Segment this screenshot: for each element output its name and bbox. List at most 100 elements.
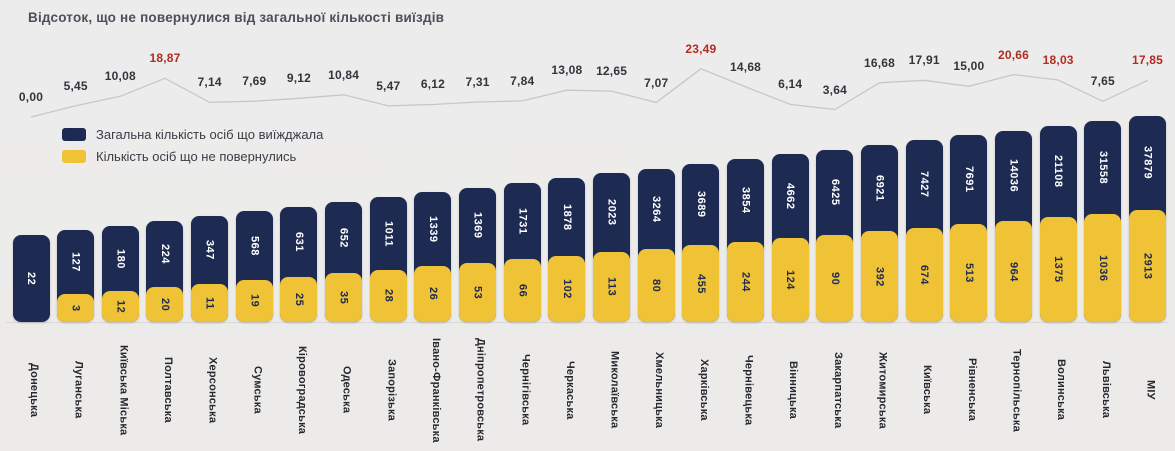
- bar-returned-value: 35: [337, 290, 350, 305]
- chart-title: Відсоток, що не повернулися від загально…: [28, 10, 445, 25]
- bar-total-value: 6921: [873, 174, 886, 202]
- bar-total: 31558 1036: [1084, 121, 1122, 322]
- percent-label: 10,08: [104, 69, 136, 84]
- percent-label: 5,45: [63, 78, 88, 93]
- bar-total: 7427 674: [905, 140, 943, 322]
- bar-returned-segment: 513: [950, 224, 988, 322]
- bar-total-value: 21108: [1052, 155, 1065, 188]
- bar-total: 568 19: [235, 211, 273, 322]
- bar-returned-segment: 19: [235, 280, 273, 322]
- x-axis-label: Івано-Франківська: [429, 337, 442, 443]
- bar-returned-segment: 674: [905, 228, 943, 322]
- bar-returned-value: 124: [784, 270, 797, 290]
- percent-label: 0,00: [18, 90, 44, 104]
- bar-returned-segment: 12: [101, 291, 139, 322]
- bar-total: 22: [12, 235, 50, 322]
- x-axis-label: Закарпатська: [831, 351, 844, 429]
- bar-returned-segment: 80: [637, 249, 675, 322]
- percent-label: 6,14: [778, 77, 803, 92]
- bar-returned-value: 80: [650, 278, 663, 293]
- x-axis-label: Дніпропетровська: [474, 338, 487, 442]
- bar-total-value: 1878: [560, 203, 573, 231]
- x-axis-line: [6, 322, 1169, 323]
- percent-label: 7,31: [465, 75, 490, 89]
- bar-returned-segment: 28: [369, 270, 407, 322]
- x-axis-label: Миколаївська: [608, 351, 621, 429]
- bar-total: 3689 455: [682, 164, 720, 322]
- bar-returned-segment: 66: [503, 259, 541, 322]
- bar-total: 6425 90: [816, 150, 854, 322]
- bar-total-value: 31558: [1096, 150, 1109, 185]
- bar-returned-value: 674: [918, 265, 931, 285]
- bar-total: 4662 124: [771, 154, 809, 322]
- x-axis-label: Чернівецька: [742, 354, 755, 426]
- bar-returned-segment: 53: [459, 263, 497, 322]
- percent-label: 7,84: [510, 73, 535, 88]
- percent-label: 5,47: [376, 78, 401, 93]
- bar-total-value: 14036: [1007, 159, 1020, 193]
- percent-label: 23,49: [685, 41, 717, 56]
- percent-label: 20,66: [998, 47, 1030, 62]
- bar-returned-value: 392: [873, 266, 886, 287]
- x-axis-label: Черкаська: [563, 360, 576, 420]
- bar-total: 14036 964: [995, 131, 1033, 322]
- percent-label: 3,64: [822, 82, 847, 97]
- x-axis-label: Запорізька: [385, 358, 398, 421]
- bar-total: 6921 392: [861, 145, 899, 322]
- percent-label: 10,84: [328, 67, 360, 82]
- x-axis-label: Львівська: [1099, 361, 1112, 419]
- bar-returned-value: 90: [828, 271, 841, 286]
- bar-total: 7691 513: [950, 135, 988, 322]
- bar-returned-segment: 20: [146, 287, 184, 322]
- trend-line: [30, 68, 1148, 118]
- legend-label-total: Загальна кількість осіб що виїжджала: [96, 127, 324, 142]
- bar-total: 3854 244: [727, 159, 765, 322]
- bar-returned-segment: 1375: [1039, 217, 1077, 322]
- x-axis-label: Волинська: [1055, 359, 1068, 421]
- bar-returned-value: 964: [1007, 261, 1020, 282]
- bar-returned-value: 20: [158, 297, 171, 312]
- percent-label: 15,00: [953, 59, 985, 74]
- percent-label: 7,69: [242, 74, 267, 89]
- bar-total-value: 1369: [471, 212, 484, 239]
- bar-returned-value: 3: [69, 304, 82, 312]
- bar-returned-segment: 35: [325, 273, 363, 322]
- percent-label: 16,68: [864, 55, 896, 70]
- bar-returned-value: 11: [203, 296, 216, 310]
- bar-returned-value: 26: [426, 287, 439, 301]
- bar-total: 1878 102: [548, 178, 586, 322]
- bar-returned-segment: 113: [593, 252, 631, 322]
- bar-total-value: 2023: [605, 199, 618, 226]
- bar-returned-segment: 124: [771, 238, 809, 322]
- bar-total: 631 25: [280, 207, 318, 322]
- bar-total-value: 7427: [918, 170, 931, 198]
- bar-returned-value: 1036: [1096, 254, 1109, 282]
- x-axis-label: Тернопільська: [1010, 348, 1023, 432]
- x-axis-label: Полтавська: [161, 357, 174, 423]
- bar-returned-segment: 1036: [1084, 214, 1122, 322]
- bar-total-value: 4662: [784, 182, 797, 210]
- legend-label-returned: Кількість осіб що не повернулись: [96, 149, 297, 164]
- x-axis-label: Сумська: [251, 366, 264, 414]
- bar-total-value: 1011: [382, 220, 395, 247]
- bar-total: 1369 53: [459, 188, 497, 322]
- bar-total-value: 3854: [739, 187, 752, 214]
- bar-total: 37879 2913: [1129, 116, 1166, 322]
- bar-total: 21108 1375: [1039, 126, 1077, 322]
- x-axis-label: Луганська: [72, 361, 85, 419]
- bar-total-value: 347: [203, 240, 216, 260]
- bar-total-value: 1731: [516, 207, 529, 235]
- bar-total: 224 20: [146, 221, 184, 322]
- bar-total-value: 224: [158, 244, 171, 264]
- percent-label: 17,85: [1131, 53, 1164, 68]
- x-axis-label: Київська Міська: [117, 344, 130, 436]
- legend-item-returned: Кількість осіб що не повернулись: [62, 149, 323, 164]
- percent-label: 6,12: [420, 77, 446, 92]
- bar-returned-segment: 455: [682, 245, 720, 322]
- legend-swatch-returned: [62, 150, 86, 163]
- x-axis-label: Херсонська: [206, 356, 219, 424]
- bar-returned-segment: 2913: [1129, 210, 1166, 322]
- legend-item-total: Загальна кількість осіб що виїжджала: [62, 127, 323, 142]
- bar-returned-value: 19: [248, 294, 261, 308]
